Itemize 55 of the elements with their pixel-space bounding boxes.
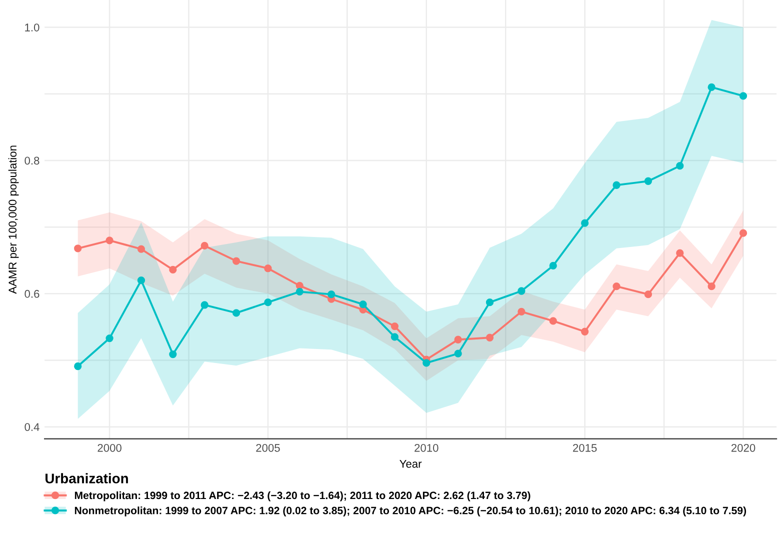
point — [200, 242, 208, 250]
point — [486, 334, 494, 342]
point — [232, 257, 240, 265]
point — [581, 328, 589, 336]
point — [106, 334, 114, 342]
x-tick-label: 2005 — [256, 444, 280, 452]
point — [708, 83, 716, 92]
point — [74, 362, 82, 370]
point — [137, 276, 146, 284]
point — [486, 298, 494, 306]
point — [518, 287, 526, 295]
point — [359, 300, 367, 308]
point — [676, 162, 684, 170]
point — [264, 264, 272, 272]
point — [264, 298, 272, 306]
x-tick-label: 2000 — [98, 444, 122, 452]
point — [549, 262, 557, 270]
point — [169, 266, 177, 274]
point — [422, 359, 430, 367]
point — [708, 282, 716, 290]
legend-title: Urbanization — [46, 473, 128, 484]
point — [549, 317, 557, 325]
point — [200, 301, 208, 309]
point — [137, 245, 146, 253]
point — [232, 309, 240, 317]
point — [74, 244, 82, 252]
point — [454, 336, 462, 344]
point — [454, 350, 462, 358]
point — [644, 290, 652, 298]
legend-label: Metropolitan: 1999 to 2011 APC: −2.43 (−3.20 to −1.64); 2011 to 2020 APC: 2.62 (1.47 to 3.79) — [74, 491, 530, 502]
y-tick-label: 0.8 — [24, 156, 40, 165]
point — [739, 92, 748, 100]
point — [518, 308, 526, 316]
point — [676, 249, 684, 257]
legend-label: Nonmetropolitan: 1999 to 2007 APC: 1.92 (0.02 to 3.85); 2007 to 2010 APC: −6.25 (−20.54 to 10.61); 2010 to 2020 APC: 6.34 (5.10 to 7.59) — [74, 506, 746, 516]
point — [612, 181, 620, 189]
point — [328, 290, 336, 298]
point — [390, 322, 399, 330]
point — [296, 282, 304, 290]
point — [390, 333, 399, 341]
point — [106, 236, 114, 244]
x-tick-label: 2015 — [573, 444, 597, 452]
y-tick-label: 0.6 — [24, 290, 40, 298]
x-axis-title: Year — [400, 460, 422, 468]
y-axis-title: AAMR per 100,000 population — [8, 146, 19, 294]
y-tick-label: 0.4 — [24, 423, 40, 431]
point — [581, 219, 589, 227]
point — [296, 288, 304, 296]
x-tick-label: 2010 — [414, 444, 438, 452]
y-tick-label: 1.0 — [25, 24, 40, 32]
point — [644, 177, 652, 185]
point — [739, 229, 748, 237]
x-tick-label: 2020 — [731, 444, 756, 452]
point — [612, 282, 620, 290]
point — [169, 350, 177, 358]
